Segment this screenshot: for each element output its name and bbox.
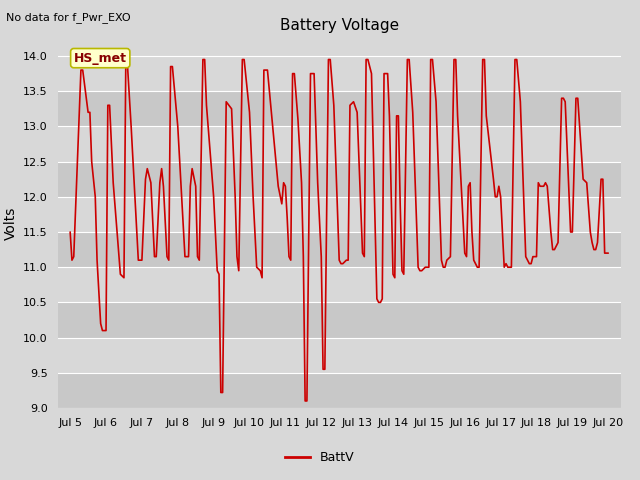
- Title: Battery Voltage: Battery Voltage: [280, 18, 399, 33]
- Bar: [58, 267, 621, 302]
- Text: No data for f_Pwr_EXO: No data for f_Pwr_EXO: [6, 12, 131, 23]
- Bar: [58, 197, 621, 232]
- Y-axis label: Volts: Volts: [4, 206, 17, 240]
- Legend: BattV: BattV: [280, 446, 360, 469]
- Bar: [58, 162, 621, 197]
- Text: HS_met: HS_met: [74, 52, 127, 65]
- Bar: [58, 126, 621, 162]
- Bar: [58, 232, 621, 267]
- Bar: [58, 302, 621, 337]
- Bar: [58, 373, 621, 408]
- Bar: [58, 91, 621, 126]
- Bar: [58, 56, 621, 91]
- Bar: [58, 337, 621, 373]
